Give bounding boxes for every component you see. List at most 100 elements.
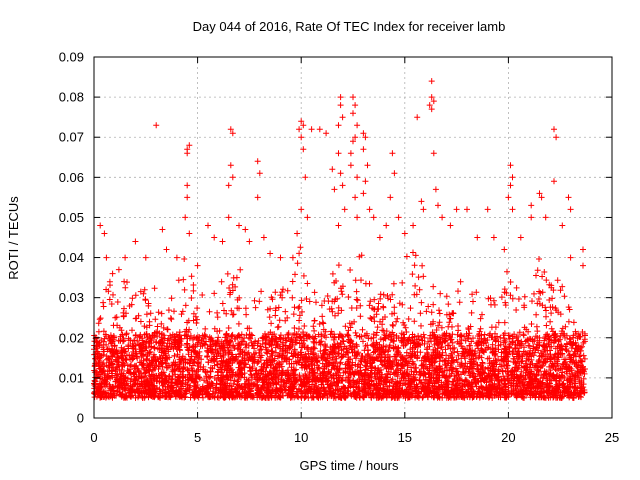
data-point [358,277,364,284]
data-point [417,380,424,387]
data-point [108,301,115,307]
data-point [118,344,125,351]
data-point [167,344,174,351]
data-point [533,384,540,390]
data-point [310,338,317,345]
data-point [242,305,249,312]
data-point [188,295,195,301]
data-point [228,332,235,339]
data-point [272,289,279,296]
data-point [551,352,558,359]
data-point [112,314,119,321]
data-point [100,303,107,310]
data-point [491,301,498,308]
data-point [233,274,240,281]
data-point [541,269,548,275]
data-point [359,326,366,333]
data-point [252,304,259,311]
data-point [168,295,175,302]
data-point [354,297,361,304]
data-point [165,307,172,314]
data-point [341,385,348,392]
data-point [524,351,531,358]
data-point [377,295,384,302]
data-point [357,302,364,309]
data-point [105,288,112,295]
data-point [110,322,117,329]
data-point [435,322,442,329]
data-point [398,330,405,337]
data-point [243,344,249,351]
data-point [234,305,241,312]
data-point [171,308,177,315]
data-point [506,348,513,355]
data-point [490,297,497,304]
data-point [296,325,302,332]
data-point [498,363,505,370]
data-point [215,334,222,341]
data-point [393,318,400,325]
data-point [380,291,387,298]
data-point [353,341,360,348]
data-point [543,313,549,320]
data-point [353,288,360,295]
data-point [543,322,550,329]
data-point [345,294,352,300]
data-point [430,283,437,290]
data-point [266,314,273,321]
data-point [357,313,364,320]
data-point [100,328,107,335]
data-point [457,278,464,285]
data-point [352,277,359,284]
data-point [120,360,127,367]
data-point [366,280,373,287]
data-point [296,250,303,257]
data-point [412,282,419,289]
data-point [132,342,139,349]
data-point [265,338,272,345]
data-point [384,370,391,377]
data-point [470,335,476,342]
data-point [457,340,464,347]
data-point [315,331,322,338]
data-point [218,278,225,285]
data-point [292,271,298,278]
data-point [335,262,342,269]
data-point [580,352,587,359]
data-point [411,318,418,325]
data-point [141,286,148,293]
data-point [315,394,322,401]
data-point [301,323,308,329]
data-point [509,350,516,357]
data-point [219,300,226,307]
data-point [348,305,355,311]
data-point [367,298,374,305]
data-point [251,297,258,304]
data-point [534,267,541,274]
data-point [214,309,221,316]
data-point [133,315,140,322]
data-point [142,297,149,304]
data-point [420,273,427,280]
data-points [91,78,588,401]
data-point [206,374,213,381]
data-point [433,327,440,333]
data-point [258,346,265,353]
data-point [342,323,349,330]
data-point [298,361,305,368]
data-point [563,347,570,354]
data-point [131,337,138,344]
data-point [328,328,335,335]
data-point [296,317,303,324]
data-point [96,316,103,323]
data-point [529,338,536,345]
data-point [549,295,556,302]
data-point [275,304,282,311]
data-point [114,299,121,305]
data-point [258,288,265,295]
data-point [147,310,154,317]
data-point [469,291,476,298]
data-point [137,318,144,325]
data-point [455,288,461,295]
